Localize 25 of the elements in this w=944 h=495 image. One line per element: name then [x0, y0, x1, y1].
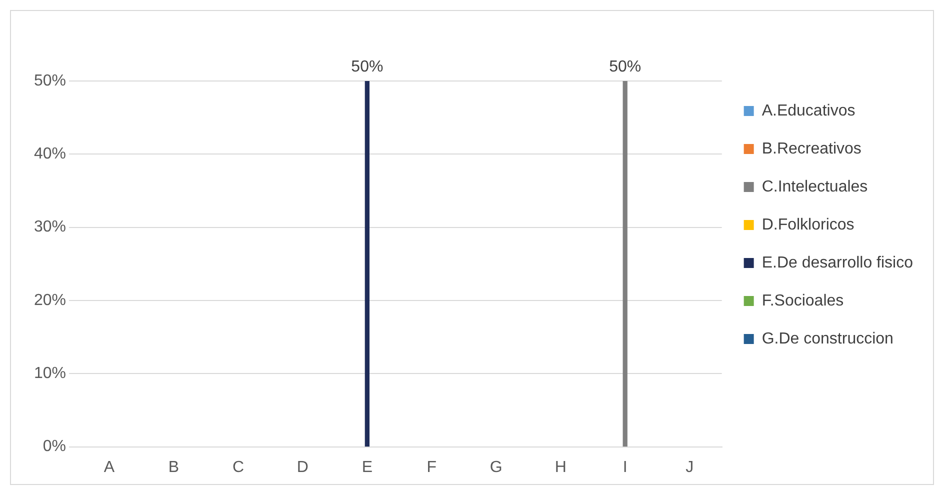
x-tick-label: C [232, 458, 244, 476]
x-tick-label: E [362, 458, 373, 476]
x-tick-label: G [490, 458, 502, 476]
legend-label: C.Intelectuales [762, 178, 868, 196]
x-tick-label: A [104, 458, 115, 476]
legend-label: G.De construccion [762, 330, 894, 348]
x-tick-label: J [686, 458, 694, 476]
x-tick-label: F [426, 458, 437, 476]
x-tick-label: D [296, 458, 308, 476]
y-tick-label: 50% [34, 72, 66, 90]
data-label: 50% [609, 58, 642, 76]
legend-label: D.Folkloricos [762, 216, 854, 234]
y-tick-label: 0% [42, 438, 66, 456]
legend-label: A.Educativos [762, 102, 856, 120]
x-tick-label: I [622, 458, 628, 476]
legend-label: E.De desarrollo fisico [762, 254, 914, 272]
legend-label: F.Socioales [762, 292, 844, 310]
y-tick-label: 10% [34, 365, 66, 382]
data-label: 50% [351, 58, 384, 76]
y-tick-label: 30% [34, 218, 66, 236]
x-tick-label: B [168, 458, 180, 476]
y-tick-label: 40% [34, 146, 66, 163]
legend-label: B.Recreativos [762, 140, 862, 158]
y-tick-label: 20% [34, 292, 66, 309]
x-tick-label: H [554, 458, 566, 476]
